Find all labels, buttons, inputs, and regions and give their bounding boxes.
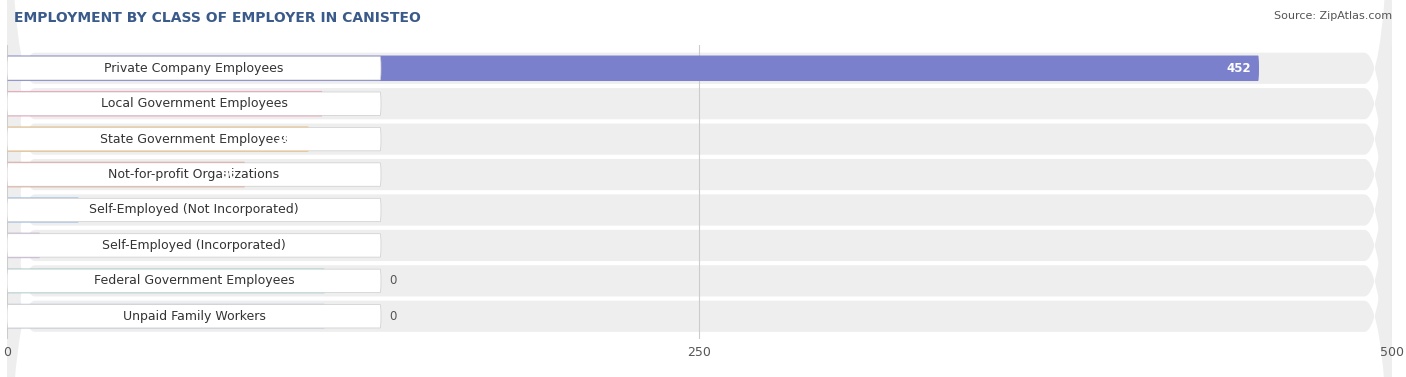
FancyBboxPatch shape bbox=[7, 305, 381, 328]
Text: Private Company Employees: Private Company Employees bbox=[104, 62, 284, 75]
FancyBboxPatch shape bbox=[7, 303, 325, 329]
Text: Unpaid Family Workers: Unpaid Family Workers bbox=[122, 310, 266, 323]
Text: Self-Employed (Incorporated): Self-Employed (Incorporated) bbox=[103, 239, 285, 252]
Text: 26: 26 bbox=[55, 204, 70, 216]
FancyBboxPatch shape bbox=[7, 57, 381, 80]
FancyBboxPatch shape bbox=[7, 0, 1392, 377]
Text: Self-Employed (Not Incorporated): Self-Employed (Not Incorporated) bbox=[89, 204, 299, 216]
FancyBboxPatch shape bbox=[7, 162, 245, 187]
Text: Source: ZipAtlas.com: Source: ZipAtlas.com bbox=[1274, 11, 1392, 21]
FancyBboxPatch shape bbox=[7, 127, 381, 151]
Text: 109: 109 bbox=[276, 133, 301, 146]
Text: Local Government Employees: Local Government Employees bbox=[101, 97, 287, 110]
FancyBboxPatch shape bbox=[7, 0, 1392, 377]
Text: 114: 114 bbox=[290, 97, 315, 110]
FancyBboxPatch shape bbox=[7, 0, 1392, 377]
FancyBboxPatch shape bbox=[7, 0, 1392, 377]
Text: Not-for-profit Organizations: Not-for-profit Organizations bbox=[108, 168, 280, 181]
Text: EMPLOYMENT BY CLASS OF EMPLOYER IN CANISTEO: EMPLOYMENT BY CLASS OF EMPLOYER IN CANIS… bbox=[14, 11, 420, 25]
FancyBboxPatch shape bbox=[7, 269, 381, 293]
FancyBboxPatch shape bbox=[7, 0, 1392, 377]
Text: 452: 452 bbox=[1226, 62, 1251, 75]
Text: Federal Government Employees: Federal Government Employees bbox=[94, 274, 294, 287]
FancyBboxPatch shape bbox=[7, 0, 1392, 377]
FancyBboxPatch shape bbox=[7, 0, 1392, 377]
FancyBboxPatch shape bbox=[7, 268, 325, 294]
FancyBboxPatch shape bbox=[7, 126, 309, 152]
Text: State Government Employees: State Government Employees bbox=[100, 133, 288, 146]
FancyBboxPatch shape bbox=[7, 234, 381, 257]
FancyBboxPatch shape bbox=[7, 163, 381, 186]
FancyBboxPatch shape bbox=[7, 197, 79, 223]
FancyBboxPatch shape bbox=[7, 198, 381, 222]
FancyBboxPatch shape bbox=[7, 91, 323, 116]
Text: 12: 12 bbox=[15, 239, 32, 252]
Text: 0: 0 bbox=[389, 274, 396, 287]
FancyBboxPatch shape bbox=[7, 0, 1392, 377]
FancyBboxPatch shape bbox=[7, 92, 381, 115]
Text: 86: 86 bbox=[221, 168, 238, 181]
FancyBboxPatch shape bbox=[7, 55, 1258, 81]
FancyBboxPatch shape bbox=[7, 233, 41, 258]
Text: 0: 0 bbox=[389, 310, 396, 323]
